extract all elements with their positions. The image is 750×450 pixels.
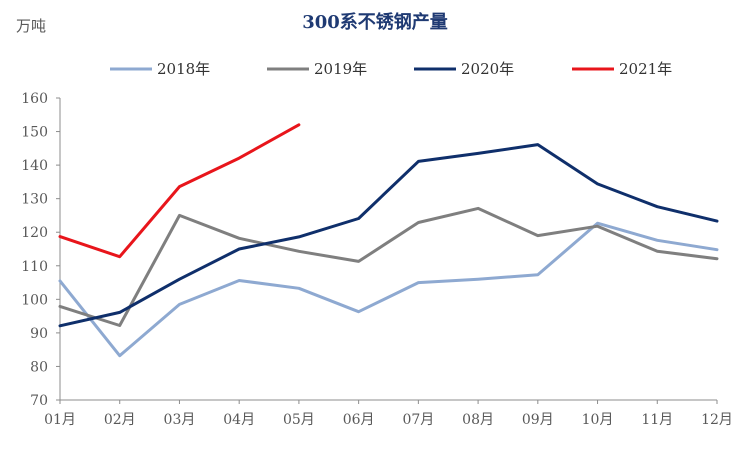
legend: 2018年 2019年 2020年 2021年 — [110, 60, 672, 78]
x-tick-label: 07月 — [402, 412, 434, 428]
x-tick-label: 09月 — [522, 412, 554, 428]
y-tick-label: 100 — [21, 292, 48, 308]
legend-label-4: 2021年 — [619, 60, 672, 78]
x-tick-label: 12月 — [701, 412, 733, 428]
x-tick-label: 01月 — [44, 412, 76, 428]
x-tick-label: 10月 — [582, 412, 614, 428]
x-tick-label: 05月 — [283, 412, 315, 428]
legend-label-2: 2019年 — [314, 60, 367, 78]
series-line-1 — [58, 221, 719, 358]
legend-label-1: 2018年 — [157, 60, 210, 78]
axes: 70 80 90 100 110 120 130 140 150 160 01月 02月 03月 04月 0… — [21, 91, 733, 428]
x-tick-label: 02月 — [104, 412, 136, 428]
series-line-2 — [58, 206, 719, 327]
y-tick-label: 110 — [21, 259, 48, 275]
y-tick-label: 130 — [21, 192, 48, 208]
y-axis-unit: 万吨 — [16, 17, 47, 35]
y-tick-label: 120 — [21, 225, 48, 241]
y-tick-label: 70 — [30, 393, 48, 409]
y-tick-label: 80 — [30, 359, 48, 375]
x-tick-label: 11月 — [641, 412, 673, 428]
x-tick-label: 06月 — [343, 412, 375, 428]
series-line-4 — [58, 123, 301, 259]
series-line-3 — [58, 143, 719, 328]
y-tick-label: 160 — [21, 91, 48, 107]
legend-label-3: 2020年 — [461, 60, 514, 78]
y-tick-label: 90 — [30, 326, 48, 342]
chart-title: 300系不锈钢产量 — [302, 12, 448, 33]
y-tick-label: 150 — [21, 125, 48, 141]
series-lines — [58, 123, 719, 358]
y-tick-label: 140 — [21, 158, 48, 174]
x-tick-label: 03月 — [164, 412, 196, 428]
x-tick-label: 08月 — [462, 412, 494, 428]
x-tick-label: 04月 — [223, 412, 255, 428]
